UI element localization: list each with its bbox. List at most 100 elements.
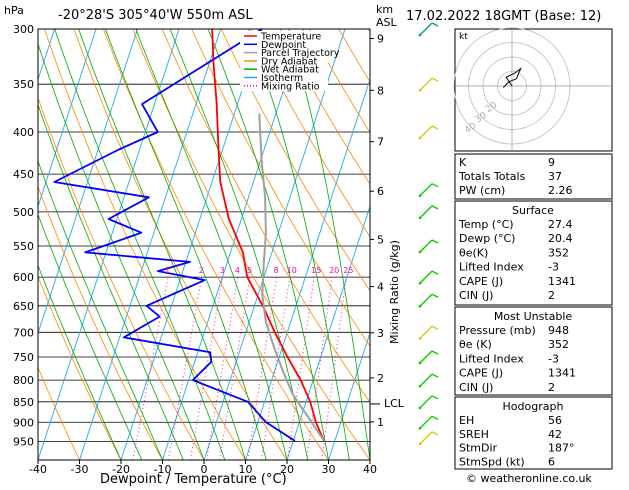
- surface-title: Surface: [512, 204, 554, 217]
- x-tick-label: 30: [322, 463, 336, 476]
- wind-barb-base: [419, 385, 422, 388]
- pressure-tick-label: 350: [13, 78, 34, 91]
- surface-row-label: Temp (°C): [458, 218, 514, 231]
- wind-barb-base: [419, 251, 422, 254]
- surface-row-label: θe(K): [459, 246, 488, 259]
- mixing-ratio-label: 4: [235, 266, 240, 275]
- most-unstable-row-label: Lifted Index: [459, 352, 524, 365]
- hodograph-row-label: StmSpd (kt): [459, 455, 525, 468]
- most-unstable-row-label: CAPE (J): [459, 367, 503, 380]
- km-tick-label: 8: [377, 84, 384, 97]
- pressure-tick-label: 450: [13, 168, 34, 181]
- pressure-tick-label: 700: [13, 326, 34, 339]
- index-row-label: K: [459, 156, 467, 169]
- hodograph-table-title: Hodograph: [503, 400, 564, 413]
- wind-barb-base: [419, 305, 422, 308]
- wind-barb-base: [419, 217, 422, 220]
- most-unstable-row-value: 352: [548, 338, 569, 351]
- km-tick-label: 6: [377, 185, 384, 198]
- index-row-label: PW (cm): [459, 184, 505, 197]
- datetime-title: 17.02.2022 18GMT (Base: 12): [406, 9, 601, 24]
- most-unstable-row-label: θe (K): [459, 338, 492, 351]
- surface-row-value: -3: [548, 261, 559, 274]
- x-tick-label: -40: [29, 463, 47, 476]
- pressure-tick-label: 600: [13, 271, 34, 284]
- km-tick-label: 3: [377, 327, 384, 340]
- legend-label: Mixing Ratio: [261, 81, 320, 92]
- wind-barb-base: [419, 427, 422, 430]
- surface-row-value: 27.4: [548, 218, 573, 231]
- pressure-tick-label: 550: [13, 240, 34, 253]
- most-unstable-title: Most Unstable: [494, 310, 573, 323]
- pressure-tick-label: 650: [13, 300, 34, 313]
- x-axis-label: Dewpoint / Temperature (°C): [100, 472, 287, 486]
- mixing-ratio-label: 25: [343, 266, 353, 275]
- surface-row-label: Lifted Index: [459, 261, 524, 274]
- wind-barb-base: [419, 337, 422, 340]
- index-row-label: Totals Totals: [458, 170, 526, 183]
- asl-label: ASL: [376, 16, 398, 29]
- hodograph-row-value: 42: [548, 428, 562, 441]
- pressure-tick-label: 500: [13, 206, 34, 219]
- pressure-tick-label: 300: [13, 23, 34, 36]
- wind-barb-base: [419, 407, 422, 410]
- x-tick-label: 40: [363, 463, 377, 476]
- most-unstable-row-value: 1341: [548, 367, 576, 380]
- pressure-tick-label: 900: [13, 416, 34, 429]
- wind-barb-base: [419, 89, 422, 92]
- hodograph-row-value: 6: [548, 455, 555, 468]
- mixing-ratio-label: 15: [311, 266, 321, 275]
- index-row-value: 37: [548, 170, 562, 183]
- x-tick-label: -30: [71, 463, 89, 476]
- km-tick-label: 7: [377, 136, 384, 149]
- most-unstable-row-value: 948: [548, 324, 569, 337]
- pressure-tick-label: 850: [13, 396, 34, 409]
- surface-row-value: 352: [548, 246, 569, 259]
- km-tick-label: 2: [377, 372, 384, 385]
- mixing-ratio-label: 3: [220, 266, 225, 275]
- index-row-value: 2.26: [548, 184, 573, 197]
- km-tick-label: 5: [377, 233, 384, 246]
- wind-barb-base: [419, 282, 422, 285]
- mixing-ratio-label: 1: [165, 266, 170, 275]
- surface-row-label: Dewp (°C): [459, 232, 515, 245]
- most-unstable-row-label: Pressure (mb): [459, 324, 536, 337]
- km-tick-label: 9: [377, 32, 384, 45]
- km-tick-label: 4: [377, 281, 384, 294]
- wind-barb-base: [419, 194, 422, 197]
- hodograph-row-label: StmDir: [459, 442, 498, 455]
- pressure-tick-label: 800: [13, 374, 34, 387]
- km-tick-label: 1: [377, 416, 384, 429]
- surface-row-value: 2: [548, 289, 555, 302]
- mixing-ratio-label: 8: [274, 266, 279, 275]
- hodograph-kt-label: kt: [459, 32, 468, 42]
- mixing-ratio-label: 10: [287, 266, 297, 275]
- pressure-tick-label: 400: [13, 126, 34, 139]
- wind-barb-base: [419, 34, 422, 37]
- most-unstable-row-value: 2: [548, 381, 555, 394]
- lcl-label: LCL: [384, 397, 405, 410]
- pressure-tick-label: 950: [13, 436, 34, 449]
- mixing-ratio-label: 2: [199, 266, 204, 275]
- mixing-ratio-label: 20: [329, 266, 339, 275]
- index-row-value: 9: [548, 156, 555, 169]
- most-unstable-row-value: -3: [548, 352, 559, 365]
- most-unstable-row-label: CIN (J): [459, 381, 493, 394]
- mixing-ratio-axis-label: Mixing Ratio (g/kg): [388, 240, 401, 344]
- hpa-label: hPa: [4, 4, 24, 17]
- hodograph-row-label: EH: [459, 414, 474, 427]
- wind-barb-base: [419, 137, 422, 140]
- surface-row-value: 1341: [548, 275, 576, 288]
- surface-row-label: CAPE (J): [459, 275, 503, 288]
- hodograph-row-value: 187°: [548, 442, 575, 455]
- wind-barb-base: [419, 362, 422, 365]
- copyright: © weatheronline.co.uk: [466, 472, 592, 485]
- surface-row-value: 20.4: [548, 232, 573, 245]
- hodograph-row-value: 56: [548, 414, 562, 427]
- pressure-tick-label: 750: [13, 351, 34, 364]
- km-label: km: [376, 3, 393, 16]
- location-title: -20°28'S 305°40'W 550m ASL: [58, 8, 253, 23]
